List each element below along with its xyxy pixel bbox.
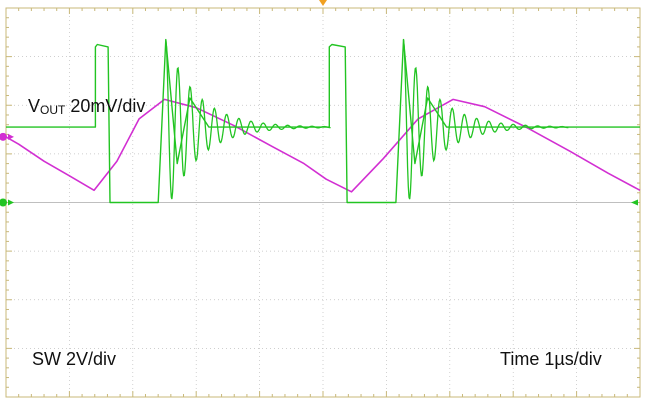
vout-trace	[5, 98, 641, 193]
sw-ground-marker	[0, 198, 7, 207]
sw-ringing	[402, 39, 569, 200]
vout-label: VOUT 20mV/div	[28, 96, 145, 117]
channel-markers	[0, 0, 638, 207]
vout-label-main: V	[28, 96, 40, 116]
sw-trigger-level-marker	[631, 199, 638, 206]
time-label: Time 1µs/div	[500, 349, 602, 369]
vout-label-scale: 20mV/div	[70, 96, 145, 116]
axis-ticks	[6, 8, 640, 397]
sw-marker-arrow	[8, 199, 14, 206]
vout-label-sub: OUT	[40, 103, 66, 117]
sw-label: SW 2V/div	[32, 349, 116, 369]
vout-ground-marker	[0, 132, 7, 141]
vout-marker-arrow	[8, 133, 14, 140]
sw-ringing	[165, 39, 331, 200]
trigger-position-marker	[319, 0, 327, 6]
